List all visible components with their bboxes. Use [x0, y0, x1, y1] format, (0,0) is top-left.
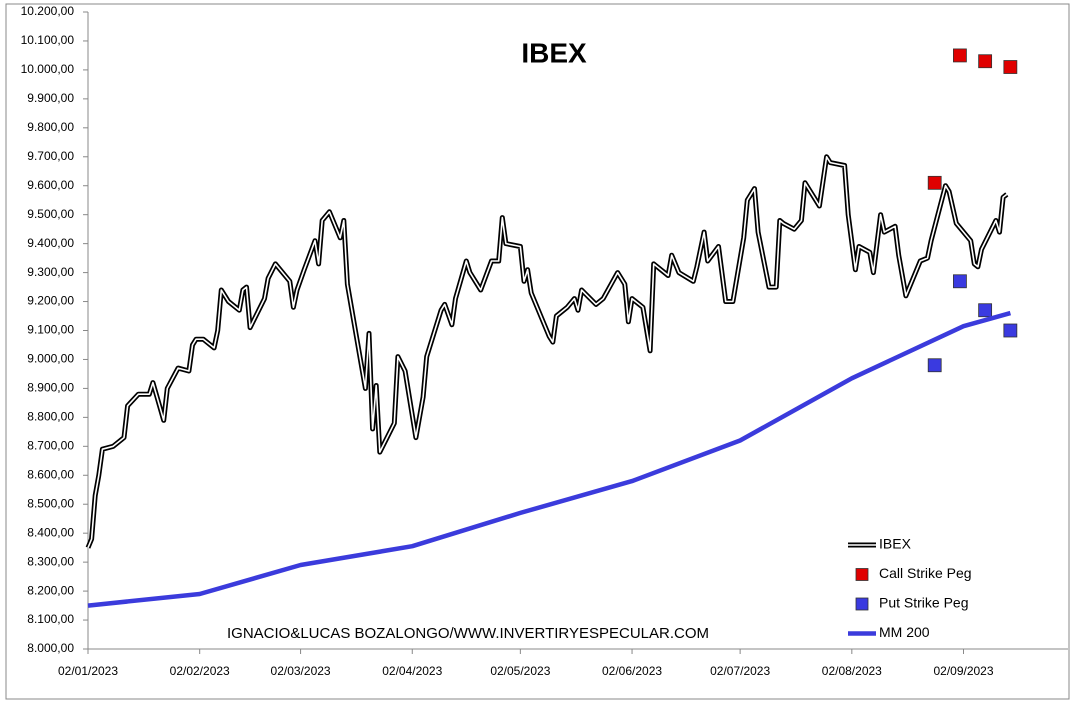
- legend-label: Call Strike Peg: [879, 565, 972, 581]
- x-tick-label: 02/01/2023: [58, 664, 118, 678]
- marker: [978, 54, 993, 69]
- line: [87, 156, 1008, 549]
- x-tick-label: 02/07/2023: [710, 664, 770, 678]
- y-tick-label: 8.300,00: [27, 554, 74, 568]
- x-tick-label: 02/08/2023: [822, 664, 882, 678]
- y-tick-label: 9.400,00: [27, 236, 74, 250]
- y-tick-label: 9.700,00: [27, 149, 74, 163]
- y-tick-label: 8.000,00: [27, 641, 74, 655]
- x-tick-label: 02/05/2023: [490, 664, 550, 678]
- legend-swatch: [855, 568, 869, 581]
- y-tick-label: 9.500,00: [27, 207, 74, 221]
- y-tick-label: 8.700,00: [27, 438, 74, 452]
- x-tick-label: 02/02/2023: [170, 664, 230, 678]
- y-tick-label: 8.900,00: [27, 381, 74, 395]
- y-tick-label: 8.600,00: [27, 467, 74, 481]
- y-tick-label: 9.100,00: [27, 323, 74, 337]
- y-tick-label: 9.200,00: [27, 294, 74, 308]
- y-tick-label: 9.600,00: [27, 178, 74, 192]
- legend-label: MM 200: [879, 624, 930, 640]
- marker: [1003, 60, 1018, 74]
- marker: [978, 303, 993, 318]
- y-tick-label: 9.000,00: [27, 352, 74, 366]
- marker: [953, 274, 967, 289]
- y-tick-label: 9.300,00: [27, 265, 74, 279]
- marker: [927, 358, 942, 373]
- y-tick-label: 9.800,00: [27, 120, 74, 134]
- y-tick-label: 8.100,00: [27, 612, 74, 626]
- legend-label: Put Strike Peg: [879, 595, 969, 611]
- y-tick-label: 8.800,00: [27, 410, 74, 424]
- y-tick-label: 10.200,00: [21, 4, 75, 18]
- y-tick-label: 8.500,00: [27, 496, 74, 510]
- legend-swatch: [855, 597, 869, 611]
- marker: [953, 48, 967, 63]
- marker: [927, 175, 942, 190]
- y-tick-label: 10.100,00: [21, 33, 75, 47]
- y-tick-label: 9.900,00: [27, 91, 74, 105]
- legend-label: IBEX: [879, 536, 912, 552]
- x-tick-label: 02/04/2023: [382, 664, 442, 678]
- y-tick-label: 8.200,00: [27, 583, 74, 597]
- line: [87, 310, 1012, 608]
- x-tick-label: 02/03/2023: [271, 664, 331, 678]
- chart-frame: [5, 3, 1070, 700]
- marker: [1003, 323, 1018, 338]
- footer: IGNACIO&LUCAS BOZALONGO/WWW.INVERTIRYESP…: [227, 625, 709, 642]
- chart-title: IBEX: [521, 37, 587, 68]
- y-tick-label: 10.000,00: [21, 62, 75, 76]
- y-tick-label: 8.400,00: [27, 525, 74, 539]
- x-tick-label: 02/06/2023: [602, 664, 662, 678]
- x-tick-label: 02/09/2023: [933, 664, 993, 678]
